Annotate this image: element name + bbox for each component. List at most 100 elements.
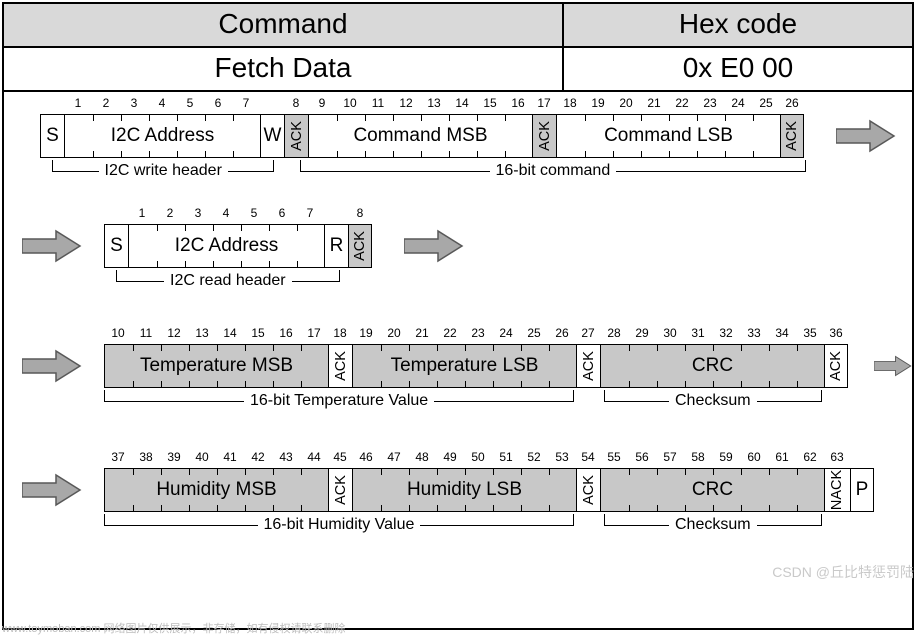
field-i2c-address: I2C Address <box>64 114 260 158</box>
bit-num: 7 <box>232 96 260 110</box>
diagram-frame: Command Hex code Fetch Data 0x E0 00 123… <box>2 2 914 630</box>
bit-num: 5 <box>176 96 204 110</box>
bit-num: 11 <box>132 326 160 340</box>
field-ack: ACK <box>532 114 556 158</box>
field-label: I2C Address <box>111 125 215 147</box>
field-strip: SI2C AddressRACK <box>104 224 372 268</box>
bit-num: 12 <box>392 96 420 110</box>
field-label: ACK <box>333 475 349 505</box>
bit-num: 19 <box>352 326 380 340</box>
bit-num: 6 <box>268 206 296 220</box>
bit-num: 23 <box>696 96 724 110</box>
bit-num: 21 <box>408 326 436 340</box>
bit-num: 3 <box>184 206 212 220</box>
bracket-label: 16-bit Humidity Value <box>258 516 421 534</box>
field-strip: Temperature MSBACKTemperature LSBACKCRCA… <box>104 344 848 388</box>
bit-num: 59 <box>712 450 740 464</box>
bit-num: 53 <box>548 450 576 464</box>
bit-num: 57 <box>656 450 684 464</box>
bit-num: 49 <box>436 450 464 464</box>
bit-num: 48 <box>408 450 436 464</box>
field-label: P <box>856 479 869 501</box>
field-label: Temperature LSB <box>391 355 539 377</box>
bit-num: 51 <box>492 450 520 464</box>
bracket-label: Checksum <box>669 516 757 534</box>
bit-num: 2 <box>92 96 120 110</box>
bit-num: 44 <box>300 450 328 464</box>
bit-num: 41 <box>216 450 244 464</box>
field-ack: ACK <box>328 468 352 512</box>
bit-num: 15 <box>476 96 504 110</box>
field-s: S <box>104 224 128 268</box>
field-label: Humidity MSB <box>156 479 276 501</box>
field-label: R <box>330 235 344 257</box>
bit-num: 21 <box>640 96 668 110</box>
bit-numbers: 1011121314151617181920212223242526272829… <box>4 326 912 342</box>
bit-num: 39 <box>160 450 188 464</box>
bit-num: 2 <box>156 206 184 220</box>
field-label: ACK <box>784 121 800 151</box>
field-humidity-lsb: Humidity LSB <box>352 468 576 512</box>
watermark-right: CSDN @丘比特惩罚陆 <box>772 562 914 582</box>
bit-num: 54 <box>574 450 602 464</box>
bit-num: 24 <box>724 96 752 110</box>
field-label: Command MSB <box>353 125 487 147</box>
bit-num: 45 <box>326 450 354 464</box>
bit-num: 36 <box>822 326 850 340</box>
bracket-label: I2C read header <box>164 272 292 290</box>
field-i2c-address: I2C Address <box>128 224 324 268</box>
arrow-out-icon <box>874 349 912 383</box>
field-s: S <box>40 114 64 158</box>
field-strip: Humidity MSBACKHumidity LSBACKCRCNACKP <box>104 468 874 512</box>
bit-num: 27 <box>574 326 602 340</box>
field-label: S <box>46 125 59 147</box>
bit-num: 35 <box>796 326 824 340</box>
bit-num: 42 <box>244 450 272 464</box>
bit-num: 26 <box>778 96 806 110</box>
bit-num: 29 <box>628 326 656 340</box>
field-label: CRC <box>692 355 733 377</box>
bit-num: 20 <box>380 326 408 340</box>
field-label: ACK <box>581 475 597 505</box>
bit-num: 8 <box>346 206 374 220</box>
field-ack: ACK <box>576 468 600 512</box>
bit-num: 47 <box>380 450 408 464</box>
field-command-msb: Command MSB <box>308 114 532 158</box>
protocol-row-1: 12345678SI2C AddressRACKI2C read header <box>4 206 912 326</box>
field-strip: SI2C AddressWACKCommand MSBACKCommand LS… <box>40 114 804 158</box>
field-temperature-msb: Temperature MSB <box>104 344 328 388</box>
bit-num: 52 <box>520 450 548 464</box>
bit-num: 30 <box>656 326 684 340</box>
field-label: I2C Address <box>175 235 279 257</box>
bit-numbers: 12345678 <box>4 206 912 222</box>
protocol-row-0: 1234567891011121314151617181920212223242… <box>4 96 912 216</box>
arrow-in-icon <box>22 349 82 383</box>
arrow-out-icon <box>404 229 464 263</box>
arrow-in-icon <box>22 229 82 263</box>
bit-num: 13 <box>188 326 216 340</box>
bit-num: 58 <box>684 450 712 464</box>
bit-num: 62 <box>796 450 824 464</box>
bit-num: 24 <box>492 326 520 340</box>
bit-num: 25 <box>752 96 780 110</box>
bit-num: 6 <box>204 96 232 110</box>
bit-num: 26 <box>548 326 576 340</box>
bit-num: 22 <box>668 96 696 110</box>
field-ack: ACK <box>780 114 804 158</box>
bit-num: 17 <box>300 326 328 340</box>
bit-num: 55 <box>600 450 628 464</box>
header-row-2: Fetch Data 0x E0 00 <box>4 48 912 92</box>
field-ack: ACK <box>328 344 352 388</box>
bit-num: 50 <box>464 450 492 464</box>
bit-num: 20 <box>612 96 640 110</box>
bit-num: 56 <box>628 450 656 464</box>
field-p: P <box>850 468 874 512</box>
bit-num: 31 <box>684 326 712 340</box>
field-label: ACK <box>537 121 553 151</box>
bit-num: 12 <box>160 326 188 340</box>
bit-num: 10 <box>336 96 364 110</box>
bit-num: 13 <box>420 96 448 110</box>
field-label: NACK <box>830 470 846 510</box>
field-label: ACK <box>828 351 844 381</box>
field-label: Command LSB <box>604 125 733 147</box>
